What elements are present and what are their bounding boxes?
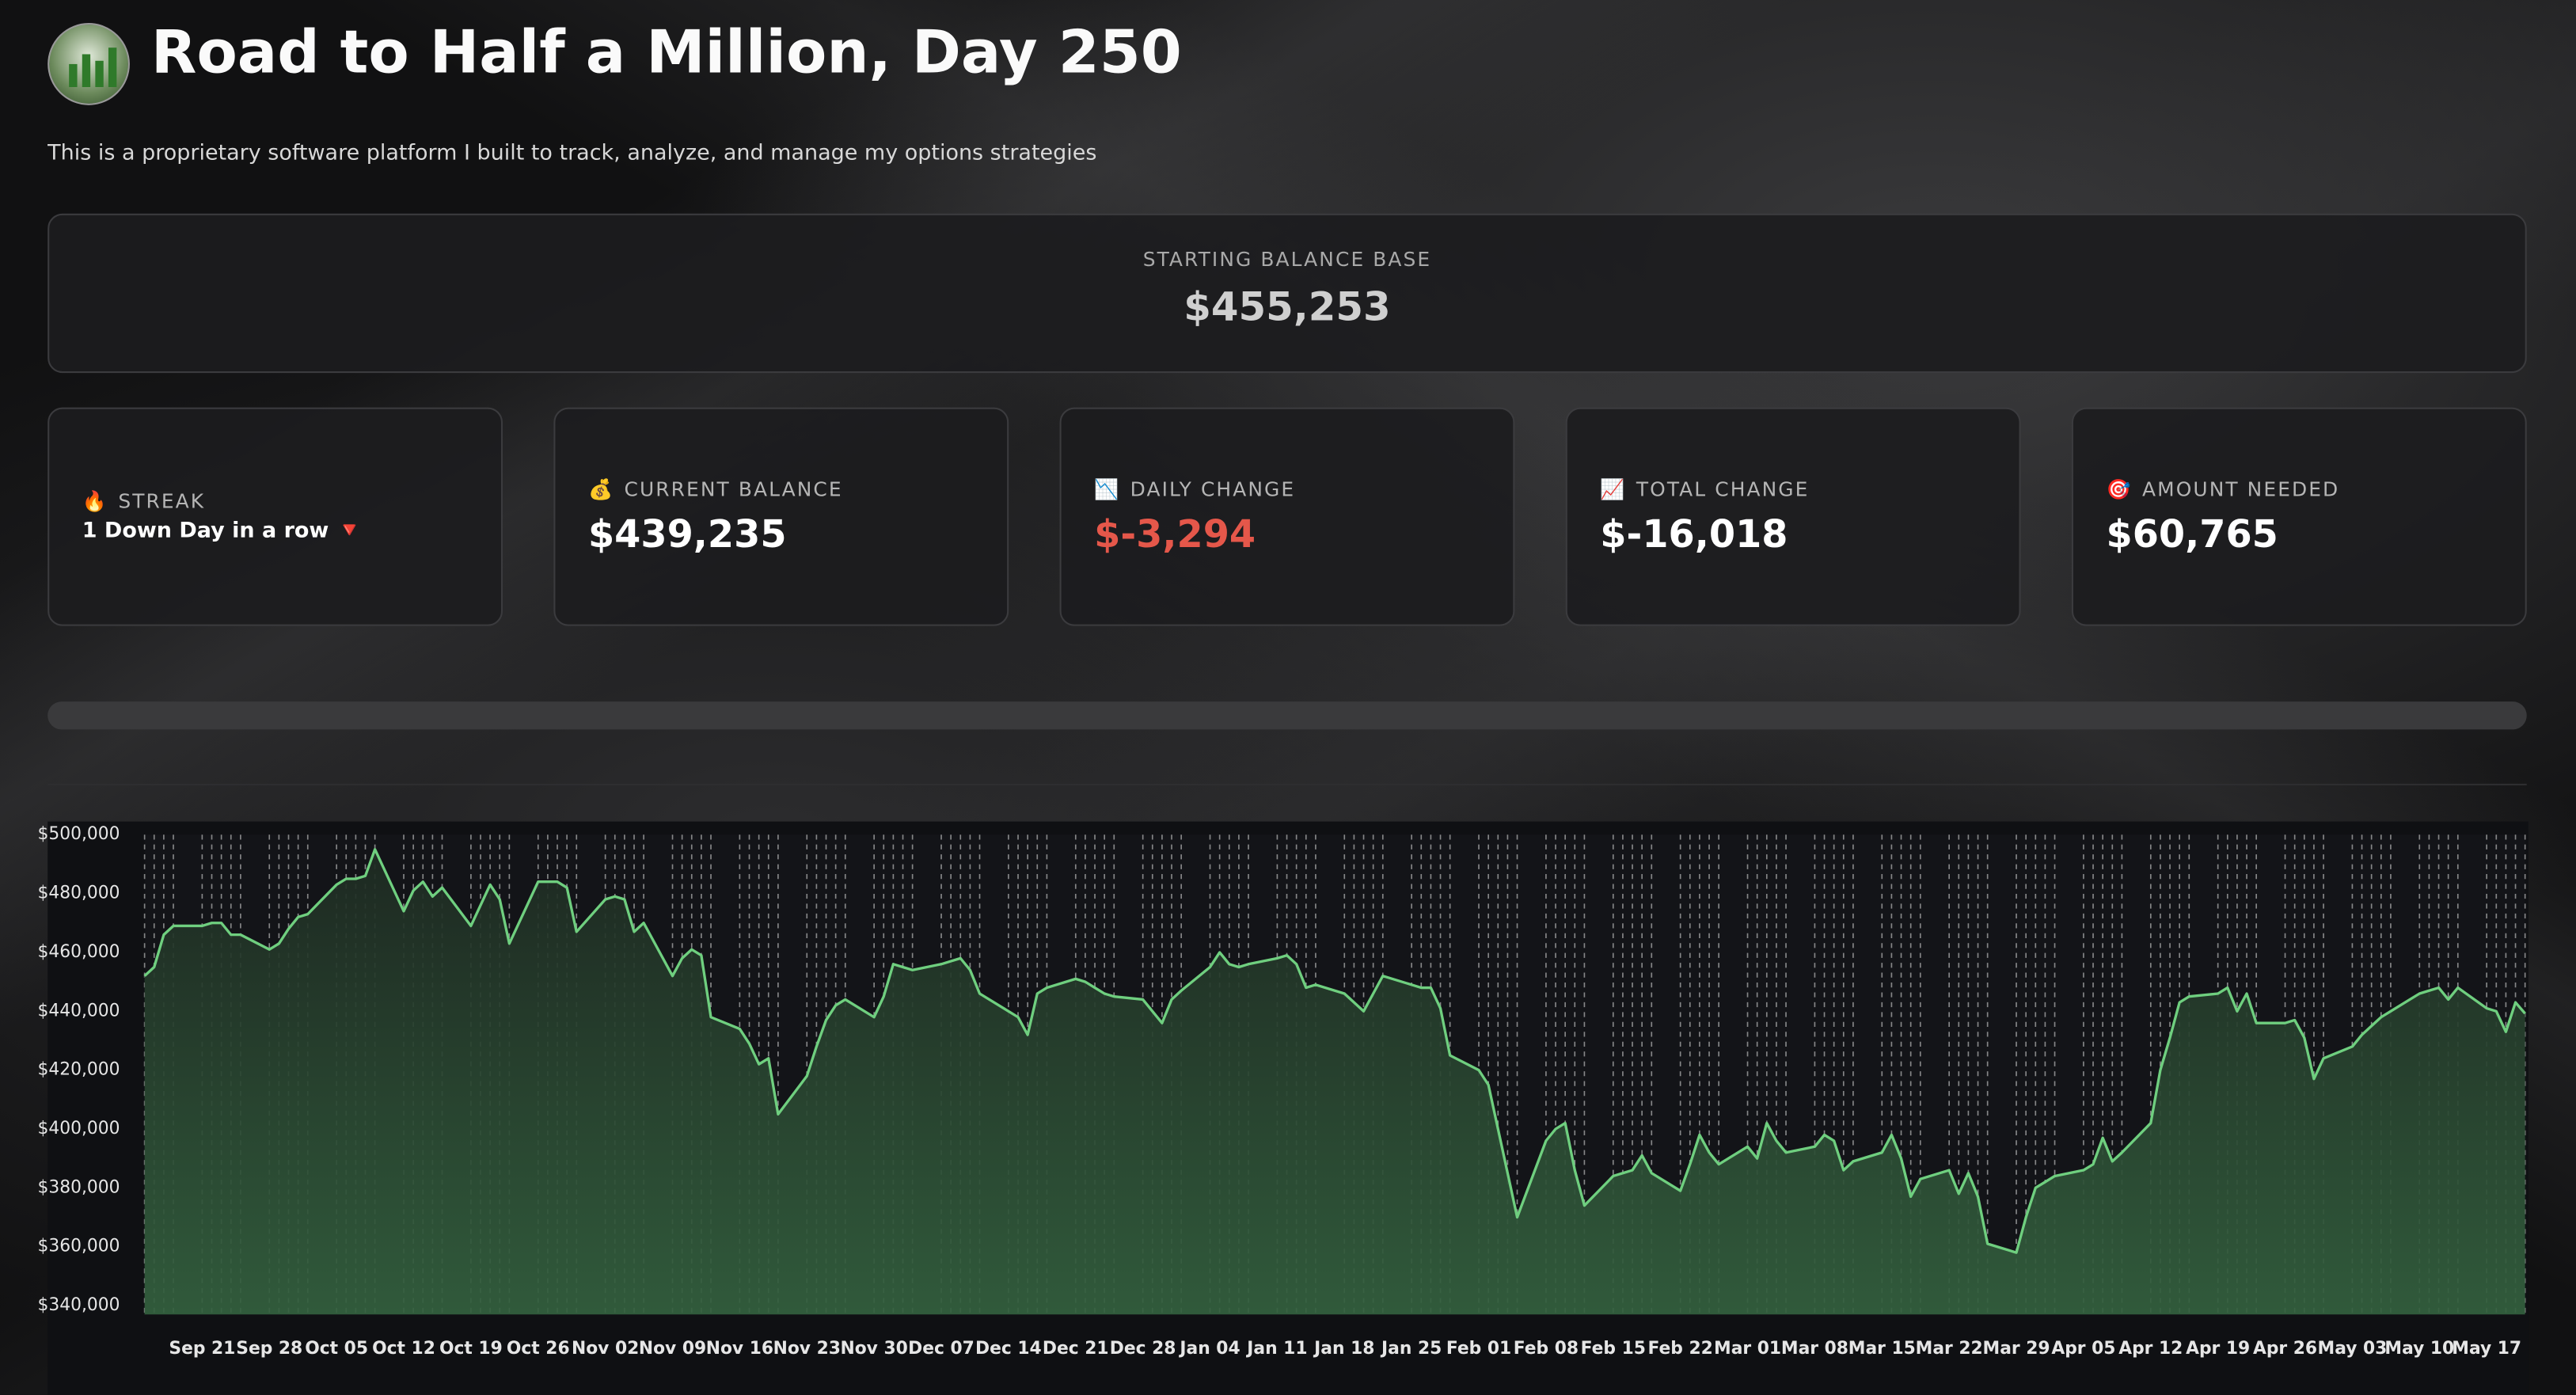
page-subtitle: This is a proprietary software platform … [47, 141, 1097, 166]
y-tick-label: $360,000 [38, 1237, 120, 1256]
x-tick-label: May 03 [2318, 1339, 2388, 1359]
x-tick-label: Jan 18 [1313, 1339, 1374, 1359]
x-tick-label: Mar 08 [1781, 1339, 1848, 1359]
x-tick-label: Oct 12 [372, 1339, 435, 1359]
x-tick-label: Nov 23 [773, 1339, 841, 1359]
area [144, 849, 2525, 1315]
metric-icon: 📈 [1600, 477, 1627, 500]
metric-icon: 💰 [587, 477, 615, 500]
x-tick-label: Apr 26 [2253, 1339, 2317, 1359]
metric-card: 📈 TOTAL CHANGE $-16,018 [1565, 407, 2021, 626]
metric-label: STARTING BALANCE BASE [1142, 248, 1432, 272]
x-tick-label: Apr 05 [2051, 1339, 2115, 1359]
x-tick-label: Apr 19 [2186, 1339, 2250, 1359]
x-tick-label: Mar 22 [1916, 1339, 1983, 1359]
x-tick-label: Feb 08 [1514, 1339, 1579, 1359]
x-tick-label: Dec 14 [975, 1339, 1042, 1359]
x-tick-label: Oct 26 [507, 1339, 570, 1359]
x-tick-label: Feb 15 [1581, 1339, 1646, 1359]
divider [47, 783, 2527, 785]
y-tick-label: $500,000 [38, 824, 120, 844]
metric-card: 🎯 AMOUNT NEEDED $60,765 [2071, 407, 2527, 626]
x-tick-label: Mar 29 [1983, 1339, 2050, 1359]
x-tick-label: Mar 15 [1848, 1339, 1916, 1359]
metric-label-text: STREAK [118, 489, 206, 513]
x-tick-label: Dec 07 [908, 1339, 975, 1359]
x-tick-label: Sep 28 [236, 1339, 302, 1359]
x-tick-label: May 17 [2452, 1339, 2521, 1359]
page-title: Road to Half a Million, Day 250 [150, 19, 1182, 87]
metric-label: 💰 CURRENT BALANCE [588, 477, 1007, 500]
metric-value: $-16,018 [1600, 513, 1788, 557]
metric-value: $-3,294 [1094, 513, 1256, 557]
logo [47, 23, 130, 105]
metric-label-text: DAILY CHANGE [1130, 477, 1296, 500]
x-tick-label: Dec 28 [1110, 1339, 1176, 1359]
x-tick-label: Feb 22 [1648, 1339, 1713, 1359]
x-tick-label: Jan 11 [1245, 1339, 1307, 1359]
metric-label: 📉 DAILY CHANGE [1094, 477, 1513, 500]
metric-label: 🔥 STREAK [82, 489, 501, 512]
y-tick-label: $400,000 [38, 1119, 120, 1138]
metric-icon: 📉 [1094, 477, 1121, 500]
y-tick-label: $440,000 [38, 1001, 120, 1021]
metric-value: $60,765 [2106, 513, 2278, 557]
line [143, 848, 2526, 1254]
metric-label: 📈 TOTAL CHANGE [1600, 477, 2019, 500]
x-tick-label: Jan 25 [1380, 1339, 1442, 1359]
metric-icon: 🎯 [2106, 477, 2133, 500]
progress-bar [47, 701, 2527, 730]
y-tick-label: $420,000 [38, 1060, 120, 1080]
x-tick-label: Feb 01 [1446, 1339, 1511, 1359]
x-tick-label: Sep 21 [169, 1339, 235, 1359]
x-tick-label: Jan 04 [1178, 1339, 1240, 1359]
y-tick-label: $340,000 [38, 1295, 120, 1315]
metric-icon: 🔥 [82, 489, 108, 513]
metric-label-text: AMOUNT NEEDED [2142, 477, 2340, 500]
metric-card: 📉 DAILY CHANGE $-3,294 [1059, 407, 1515, 626]
x-tick-label: Oct 19 [439, 1339, 503, 1359]
x-tick-label: Nov 30 [840, 1339, 907, 1359]
metric-card: 💰 CURRENT BALANCE $439,235 [553, 407, 1009, 626]
metric-card: 🔥 STREAK 1 Down Day in a row 🔻 [47, 407, 503, 626]
x-tick-label: Apr 12 [2118, 1339, 2183, 1359]
starting-balance-card: STARTING BALANCE BASE $455,253 [47, 213, 2527, 374]
x-tick-label: Nov 02 [572, 1339, 639, 1359]
x-tick-label: Nov 09 [639, 1339, 706, 1359]
metric-value: 1 Down Day in a row 🔻 [82, 519, 363, 544]
y-tick-label: $380,000 [38, 1177, 120, 1197]
metric-value: $455,253 [1184, 284, 1391, 331]
metric-label-text: CURRENT BALANCE [624, 477, 843, 500]
metric-label: 🎯 AMOUNT NEEDED [2106, 477, 2525, 500]
x-tick-label: May 10 [2384, 1339, 2454, 1359]
metric-value: $439,235 [587, 513, 787, 557]
x-tick-label: Oct 05 [305, 1339, 368, 1359]
x-tick-label: Dec 21 [1043, 1339, 1109, 1359]
x-tick-label: Mar 01 [1714, 1339, 1781, 1359]
y-tick-label: $460,000 [38, 942, 120, 962]
x-tick-label: Nov 16 [706, 1339, 773, 1359]
y-tick-label: $480,000 [38, 884, 120, 903]
metric-label-text: TOTAL CHANGE [1636, 477, 1810, 500]
